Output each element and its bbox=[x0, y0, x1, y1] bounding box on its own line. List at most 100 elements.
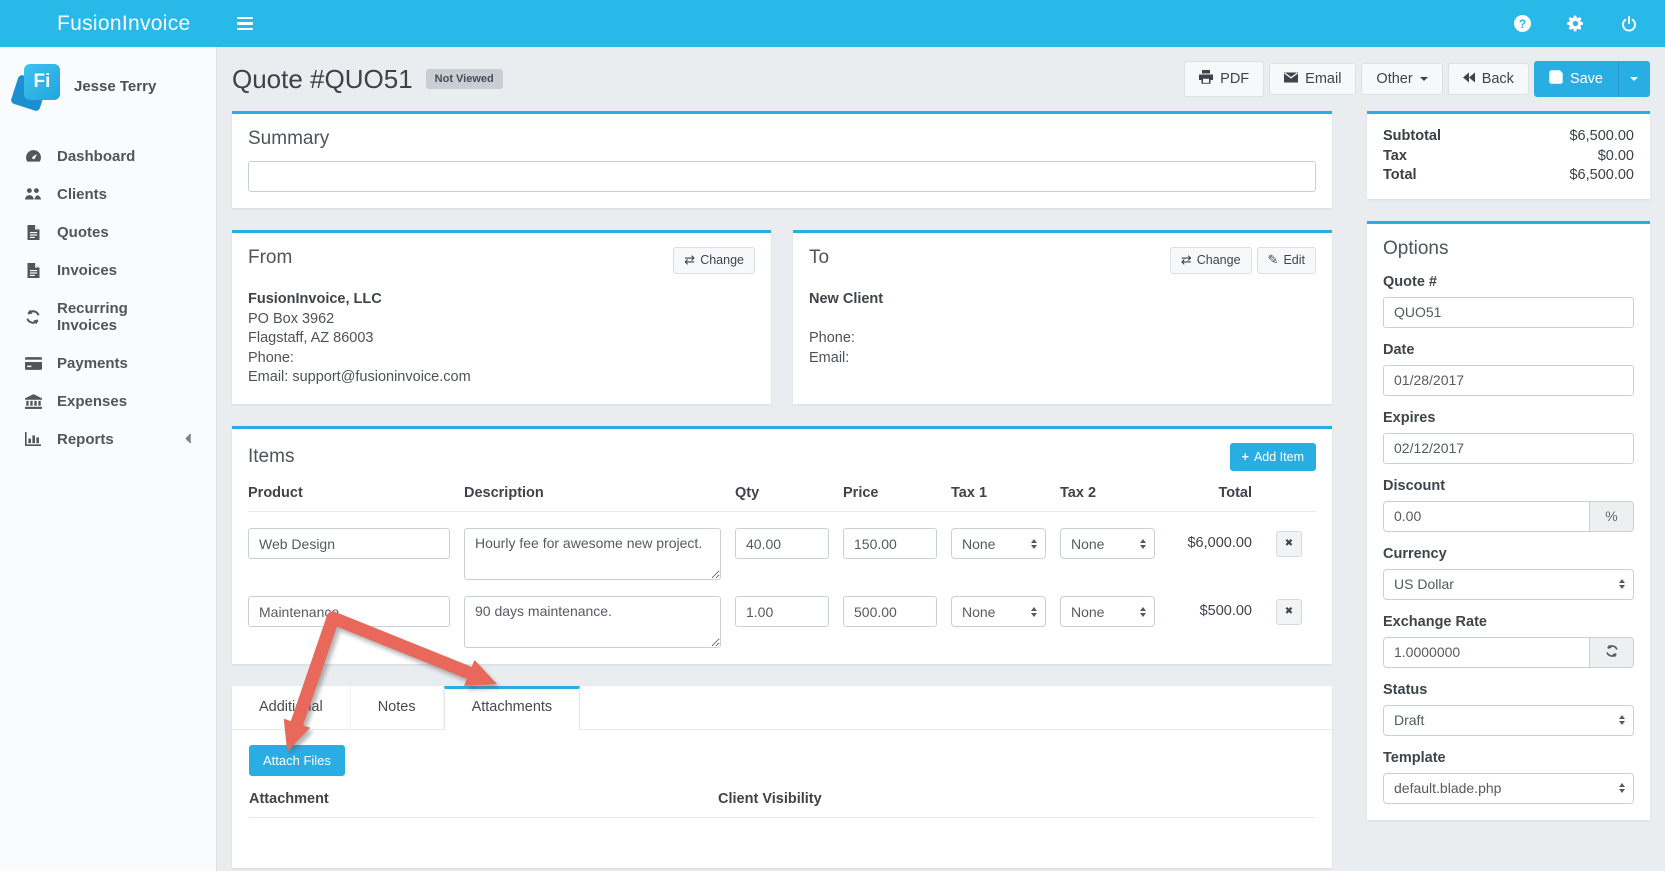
to-address: New Client Phone: Email: bbox=[809, 291, 884, 366]
email-button[interactable]: Email bbox=[1269, 62, 1357, 96]
currency-label: Currency bbox=[1383, 545, 1447, 562]
summary-panel: Summary bbox=[232, 111, 1332, 208]
row-total: $500.00 bbox=[1199, 603, 1252, 619]
tab-notes[interactable]: Notes bbox=[351, 686, 444, 729]
currency-select[interactable]: US Dollar bbox=[1383, 568, 1634, 600]
recurring-icon bbox=[24, 309, 42, 325]
qty-input[interactable] bbox=[735, 596, 829, 627]
reports-icon bbox=[24, 432, 42, 446]
select-arrows-icon bbox=[1031, 606, 1037, 617]
tax2-select[interactable]: None bbox=[1060, 596, 1155, 627]
exchange-rate-input[interactable] bbox=[1383, 636, 1590, 668]
date-input[interactable] bbox=[1383, 364, 1634, 396]
refresh-rate-button[interactable] bbox=[1590, 636, 1634, 668]
sidebar-item-invoices[interactable]: Invoices bbox=[0, 251, 216, 289]
sidebar-item-recurring-invoices[interactable]: Recurring Invoices bbox=[0, 289, 216, 344]
delete-row-button[interactable]: ✖ bbox=[1276, 599, 1302, 625]
sidebar-item-expenses[interactable]: Expenses bbox=[0, 382, 216, 420]
price-input[interactable] bbox=[843, 596, 937, 627]
close-icon: ✖ bbox=[1284, 606, 1294, 617]
tax-row: Tax $0.00 bbox=[1383, 147, 1634, 167]
chevron-left-icon[interactable] bbox=[185, 431, 192, 448]
from-change-button[interactable]: ⇄ Change bbox=[673, 247, 755, 274]
total-value: $6,500.00 bbox=[1569, 167, 1634, 183]
invoices-icon bbox=[24, 262, 42, 278]
select-arrows-icon bbox=[1619, 579, 1625, 589]
envelope-icon bbox=[1284, 72, 1299, 87]
exchange-rate-label: Exchange Rate bbox=[1383, 613, 1487, 630]
sidebar-item-reports[interactable]: Reports bbox=[0, 420, 216, 458]
select-arrows-icon bbox=[1619, 715, 1625, 725]
tab-additional[interactable]: Additional bbox=[232, 686, 351, 729]
sidebar-item-quotes[interactable]: Quotes bbox=[0, 213, 216, 251]
back-button[interactable]: Back bbox=[1447, 62, 1529, 96]
delete-row-button[interactable]: ✖ bbox=[1276, 531, 1302, 557]
status-select[interactable]: Draft bbox=[1383, 704, 1634, 736]
help-icon[interactable]: ? bbox=[1514, 15, 1531, 32]
items-panel: Items + Add Item Product Description Qty bbox=[232, 425, 1332, 664]
totals-panel: Subtotal $6,500.00 Tax $0.00 Total $6,50… bbox=[1367, 111, 1650, 199]
from-title: From bbox=[248, 247, 293, 268]
tax1-select[interactable]: None bbox=[951, 596, 1046, 627]
total-row: Total $6,500.00 bbox=[1383, 166, 1634, 186]
sidebar-item-label: Expenses bbox=[57, 392, 128, 410]
plus-icon: + bbox=[1241, 449, 1249, 464]
save-dropdown-toggle[interactable] bbox=[1618, 61, 1650, 97]
date-label: Date bbox=[1383, 341, 1415, 358]
top-navbar: FusionInvoice ? bbox=[0, 0, 1665, 47]
power-icon[interactable] bbox=[1620, 15, 1637, 32]
subtotal-row: Subtotal $6,500.00 bbox=[1383, 127, 1634, 147]
expenses-icon bbox=[24, 393, 42, 409]
settings-icon[interactable] bbox=[1567, 15, 1584, 32]
description-input[interactable]: 90 days maintenance. bbox=[464, 596, 721, 648]
qty-input[interactable] bbox=[735, 528, 829, 559]
template-select[interactable]: default.blade.php bbox=[1383, 772, 1634, 804]
payments-icon bbox=[24, 356, 42, 370]
quote-number-label: Quote # bbox=[1383, 273, 1437, 290]
brand-logo[interactable]: FusionInvoice bbox=[57, 11, 191, 35]
to-change-button[interactable]: ⇄ Change bbox=[1169, 247, 1252, 274]
summary-input[interactable] bbox=[248, 161, 1316, 192]
sidebar-item-label: Reports bbox=[57, 430, 114, 448]
fast-backward-icon bbox=[1462, 72, 1475, 87]
item-row: 90 days maintenance. None None $500.00 ✖ bbox=[248, 596, 1316, 648]
menu-toggle-icon[interactable] bbox=[237, 16, 253, 31]
tab-bar: Additional Notes Attachments bbox=[232, 686, 1332, 730]
tab-attachments[interactable]: Attachments bbox=[443, 686, 581, 730]
sidebar-item-label: Payments bbox=[57, 354, 128, 372]
discount-label: Discount bbox=[1383, 477, 1446, 494]
product-input[interactable] bbox=[248, 596, 450, 627]
options-title: Options bbox=[1383, 237, 1449, 259]
navbar-right: ? bbox=[1514, 15, 1637, 32]
product-input[interactable] bbox=[248, 528, 450, 559]
exchange-icon: ⇄ bbox=[684, 253, 696, 268]
to-edit-button[interactable]: ✎ Edit bbox=[1256, 247, 1316, 274]
tax2-select[interactable]: None bbox=[1060, 528, 1155, 559]
save-split-button: Save bbox=[1533, 61, 1650, 97]
clients-icon bbox=[24, 187, 42, 201]
tax1-select[interactable]: None bbox=[951, 528, 1046, 559]
dashboard-icon bbox=[24, 149, 42, 164]
sidebar-item-payments[interactable]: Payments bbox=[0, 344, 216, 382]
expires-input[interactable] bbox=[1383, 432, 1634, 464]
subtotal-value: $6,500.00 bbox=[1569, 128, 1634, 144]
save-button[interactable]: Save bbox=[1533, 61, 1618, 97]
price-input[interactable] bbox=[843, 528, 937, 559]
options-panel: Options Quote # Date Expires Discount % bbox=[1367, 220, 1650, 820]
other-dropdown-button[interactable]: Other bbox=[1361, 62, 1443, 96]
user-profile[interactable]: Fi Jesse Terry bbox=[0, 47, 216, 123]
discount-input[interactable] bbox=[1383, 500, 1590, 532]
quote-number-input[interactable] bbox=[1383, 296, 1634, 328]
close-icon: ✖ bbox=[1284, 538, 1294, 549]
print-icon bbox=[1199, 70, 1214, 88]
sidebar-item-clients[interactable]: Clients bbox=[0, 175, 216, 213]
sidebar-item-label: Quotes bbox=[57, 223, 109, 241]
exchange-icon: ⇄ bbox=[1180, 253, 1192, 268]
attach-files-button[interactable]: Attach Files bbox=[249, 745, 345, 776]
pdf-button[interactable]: PDF bbox=[1184, 61, 1265, 97]
add-item-button[interactable]: + Add Item bbox=[1229, 442, 1316, 471]
sidebar-item-label: Dashboard bbox=[57, 147, 136, 165]
description-input[interactable]: Hourly fee for awesome new project. bbox=[464, 528, 721, 580]
sidebar-item-dashboard[interactable]: Dashboard bbox=[0, 137, 216, 175]
sidebar-item-label: Invoices bbox=[57, 261, 118, 279]
